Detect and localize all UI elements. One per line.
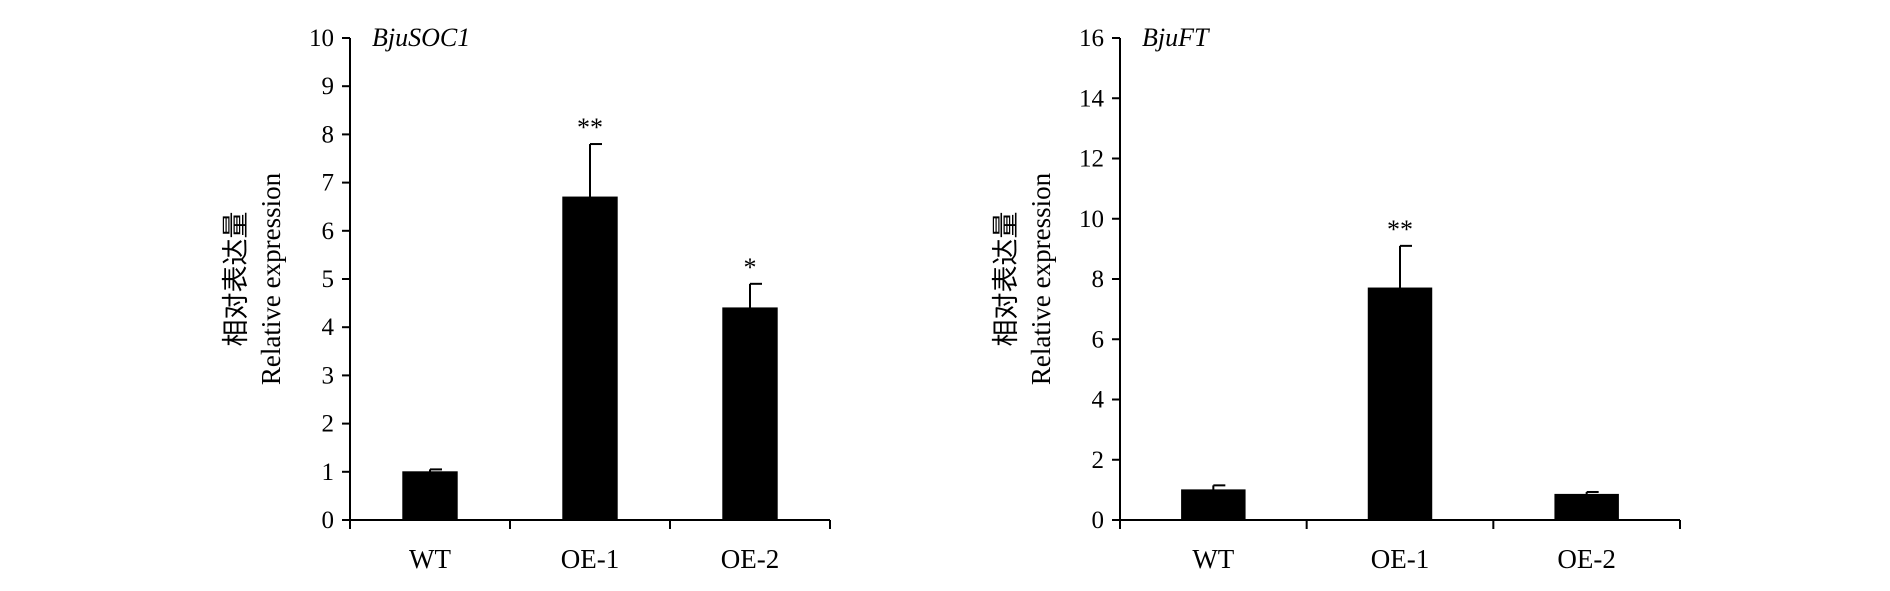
y-tick-label: 0 — [322, 507, 335, 534]
y-tick-label: 1 — [322, 459, 335, 486]
y-tick-label: 5 — [322, 266, 335, 293]
y-tick-label: 4 — [322, 314, 335, 341]
y-axis-label: 相对表达量 — [221, 212, 251, 347]
y-tick-label: 8 — [322, 121, 335, 148]
bar-wt — [402, 471, 458, 521]
y-tick-label: 7 — [322, 170, 335, 197]
x-tick-label: OE-1 — [1371, 544, 1429, 574]
y-tick-label: 3 — [322, 362, 335, 389]
x-tick-label: OE-2 — [721, 544, 779, 574]
bar-oe-1 — [562, 196, 618, 521]
y-axis-label: Relative expression — [256, 172, 286, 385]
y-tick-label: 14 — [1079, 85, 1105, 112]
y-tick-label: 8 — [1092, 266, 1105, 293]
x-tick-label: OE-1 — [561, 544, 619, 574]
y-tick-label: 0 — [1092, 507, 1105, 534]
y-tick-label: 10 — [1079, 206, 1104, 233]
bar-wt — [1181, 489, 1246, 521]
y-tick-label: 10 — [309, 25, 334, 52]
x-tick-label: OE-2 — [1557, 544, 1615, 574]
significance-label: ** — [577, 113, 603, 142]
chart-bjuft: 0 2 4 6 8 10 12 14 16 WT ** OE-1 OE-2 BjuFT 相对表达量 Relat… — [991, 23, 1681, 574]
chart-bjusoc1: 0 1 2 3 4 5 6 7 8 9 10 WT ** OE-1 * OE-2 BjuSOC1 相对表达量 Rel… — [221, 23, 831, 574]
y-tick-label: 6 — [322, 218, 335, 245]
y-tick-label: 6 — [1092, 326, 1105, 353]
y-tick-label: 2 — [322, 411, 335, 438]
significance-label: ** — [1387, 215, 1413, 244]
y-tick-label: 16 — [1079, 25, 1104, 52]
y-axis-label: 相对表达量 — [991, 212, 1021, 347]
x-tick-label: WT — [1192, 544, 1234, 574]
bar-oe-2 — [1554, 493, 1619, 521]
y-axis-label: Relative expression — [1026, 172, 1056, 385]
significance-label: * — [744, 253, 757, 282]
x-tick-label: WT — [409, 544, 451, 574]
y-tick-label: 2 — [1092, 447, 1105, 474]
chart-title: BjuFT — [1142, 23, 1210, 52]
y-tick-label: 9 — [322, 73, 335, 100]
chart-title: BjuSOC1 — [372, 23, 470, 52]
y-tick-label: 12 — [1079, 146, 1104, 173]
bar-oe-2 — [722, 307, 778, 521]
bar-oe-1 — [1367, 287, 1433, 521]
y-tick-label: 4 — [1092, 387, 1105, 414]
